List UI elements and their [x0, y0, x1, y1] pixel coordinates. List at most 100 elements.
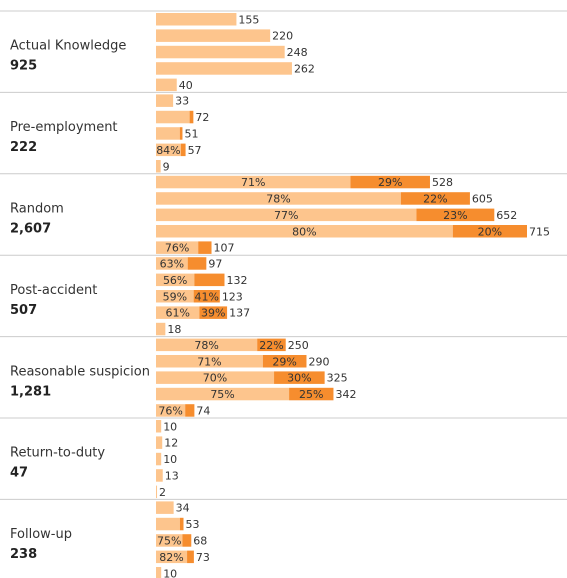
bar-segment-light [156, 13, 237, 26]
bar-value-label: 715 [529, 225, 550, 238]
bar-pct-label-light: 76% [158, 404, 182, 417]
bar-value-label: 10 [163, 567, 177, 578]
bar-segment-light [156, 127, 180, 140]
bar-value-label: 107 [214, 242, 235, 255]
bar-value-label: 132 [226, 274, 247, 287]
bar-pct-label-dark: 20% [478, 225, 502, 238]
bar-segment-dark [180, 143, 186, 157]
bar-segment-light [156, 241, 199, 254]
bar-value-label: 53 [186, 518, 200, 531]
category-label: Random [10, 202, 64, 217]
bar-segment-dark [185, 404, 195, 417]
category-total: 2,607 [10, 222, 51, 237]
bar-segment-dark [199, 306, 228, 319]
bar-segment-dark [289, 387, 334, 401]
bar-segment-dark [274, 371, 325, 384]
bar-pct-label-light: 77% [274, 209, 298, 222]
bar-value-label: 57 [188, 144, 202, 157]
bar-value-label: 10 [163, 453, 177, 466]
category-label: Return-to-duty [10, 446, 105, 461]
bar-pct-label-light: 71% [197, 355, 221, 368]
category-label: Pre-employment [10, 120, 118, 135]
bar-segment-dark [257, 338, 286, 352]
bar-pct-label-dark: 29% [378, 176, 402, 189]
bar-value-label: 12 [164, 437, 178, 450]
bar-value-label: 137 [229, 307, 250, 320]
bar-value-label: 51 [184, 127, 198, 140]
bar-value-label: 74 [196, 404, 210, 417]
bar-segment-light [156, 404, 186, 417]
bar-pct-label-light: 78% [266, 192, 290, 205]
bar-segment-light [156, 273, 195, 287]
bar-segment-dark [194, 273, 225, 287]
bar-segment-light [156, 501, 174, 514]
bar-value-label: 34 [176, 502, 190, 515]
bar-segment-light [156, 257, 188, 270]
bar-value-label: 262 [294, 62, 315, 75]
category-total: 507 [10, 303, 37, 318]
bar-pct-label-light: 82% [159, 551, 183, 564]
bar-segment-dark [187, 550, 194, 564]
bar-pct-label-dark: 41% [195, 290, 219, 303]
category-total: 47 [10, 466, 28, 481]
bar-segment-light [156, 225, 453, 238]
bar-segment-light [156, 208, 417, 222]
bar-value-label: 248 [287, 46, 308, 59]
bar-pct-label-light: 84% [156, 144, 180, 157]
bar-segment-light [156, 29, 271, 42]
bar-pct-label-dark: 25% [299, 388, 323, 401]
bar-value-label: 18 [167, 323, 181, 336]
bar-segment-light [156, 517, 180, 531]
bar-pct-label-light: 75% [210, 388, 234, 401]
bar-segment-light [156, 436, 163, 449]
bar-pct-label-light: 76% [165, 242, 189, 255]
bar-pct-label-dark: 22% [423, 192, 447, 205]
bar-segment-light [156, 371, 275, 384]
bar-value-label: 68 [193, 534, 207, 547]
bar-pct-label-light: 80% [292, 225, 316, 238]
bar-value-label: 97 [208, 257, 222, 270]
bar-segment-dark [262, 355, 307, 368]
category-total: 238 [10, 547, 37, 562]
bar-value-label: 10 [163, 420, 177, 433]
category-total: 1,281 [10, 384, 51, 399]
category-label: Actual Knowledge [10, 39, 126, 54]
bar-segment-light [156, 485, 158, 499]
bar-pct-label-light: 70% [203, 372, 227, 385]
bar-segment-light [156, 94, 174, 107]
bar-segment-light [156, 143, 181, 157]
bar-pct-label-dark: 39% [201, 307, 225, 320]
bar-segment-dark [452, 225, 527, 238]
bar-segment-light [156, 550, 188, 564]
bar-value-label: 250 [288, 339, 309, 352]
bar-segment-light [156, 62, 292, 75]
bar-segment-light [156, 469, 163, 482]
category-label: Follow-up [10, 527, 72, 542]
bar-segment-light [156, 78, 177, 92]
bar-segment-light [156, 452, 162, 466]
bar-segment-dark [400, 192, 470, 205]
category-total: 222 [10, 140, 37, 155]
bar-value-label: 72 [195, 111, 209, 124]
bar-value-label: 528 [432, 176, 453, 189]
bar-value-label: 155 [238, 13, 259, 26]
bar-segment-dark [187, 257, 207, 270]
bar-segment-light [156, 338, 258, 352]
bar-segment-light [156, 420, 162, 433]
bar-segment-light [156, 110, 190, 124]
bar-pct-label-dark: 22% [259, 339, 283, 352]
bar-pct-label-light: 61% [165, 307, 189, 320]
bar-segment-dark [179, 127, 183, 140]
bar-segment-light [156, 175, 351, 189]
category-label: Reasonable suspicion [10, 364, 150, 379]
bar-segment-dark [182, 534, 192, 547]
bar-value-label: 2 [159, 486, 166, 499]
category-total: 925 [10, 59, 37, 74]
bar-value-label: 40 [179, 79, 193, 92]
bar-value-label: 325 [327, 372, 348, 385]
bar-segment-dark [350, 175, 430, 189]
bar-segment-light [156, 160, 161, 173]
bar-segment-dark [189, 110, 194, 124]
